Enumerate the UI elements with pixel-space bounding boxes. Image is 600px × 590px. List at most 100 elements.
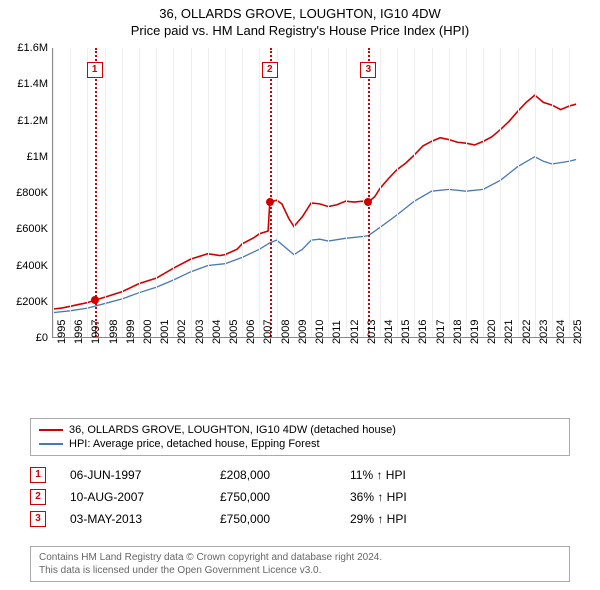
y-axis-label: £1.4M: [17, 78, 48, 90]
y-axis-label: £1M: [27, 151, 48, 163]
legend-label: HPI: Average price, detached house, Eppi…: [69, 438, 320, 450]
legend-swatch: [39, 443, 63, 445]
sale-row: 3 03-MAY-2013 £750,000 29% ↑ HPI: [30, 508, 570, 530]
x-axis-label: 2023: [538, 320, 550, 344]
x-axis-label: 2014: [383, 320, 395, 344]
gridline: [277, 48, 278, 337]
x-axis-label: 1995: [56, 320, 68, 344]
x-axis-label: 1996: [73, 320, 85, 344]
sale-marker: 2: [30, 489, 46, 505]
sale-row: 1 06-JUN-1997 £208,000 11% ↑ HPI: [30, 464, 570, 486]
y-axis-label: £0: [36, 332, 48, 344]
chart-container: 36, OLLARDS GROVE, LOUGHTON, IG10 4DW Pr…: [0, 0, 600, 590]
sale-marker-box: 2: [262, 62, 278, 78]
sale-diff: 11% ↑ HPI: [350, 468, 470, 482]
x-axis-label: 2016: [417, 320, 429, 344]
gridline: [449, 48, 450, 337]
gridline: [380, 48, 381, 337]
chart-title: 36, OLLARDS GROVE, LOUGHTON, IG10 4DW Pr…: [0, 0, 600, 40]
x-axis-label: 2002: [176, 320, 188, 344]
x-axis-label: 2004: [211, 320, 223, 344]
y-axis-label: £800K: [16, 187, 48, 199]
gridline: [569, 48, 570, 337]
legend-row: HPI: Average price, detached house, Eppi…: [39, 437, 561, 451]
x-axis-label: 2025: [572, 320, 584, 344]
x-axis-label: 2010: [314, 320, 326, 344]
x-axis-label: 2020: [486, 320, 498, 344]
x-axis-label: 2003: [194, 320, 206, 344]
chart-lines: [53, 48, 583, 338]
gridline: [414, 48, 415, 337]
x-axis-label: 2018: [452, 320, 464, 344]
x-axis-label: 2008: [280, 320, 292, 344]
sale-vline: [95, 48, 97, 337]
sale-price: £750,000: [220, 490, 350, 504]
sale-dot: [91, 296, 99, 304]
sale-marker: 3: [30, 511, 46, 527]
sale-marker-box: 3: [360, 62, 376, 78]
y-axis-label: £400K: [16, 260, 48, 272]
gridline: [242, 48, 243, 337]
sale-diff: 29% ↑ HPI: [350, 512, 470, 526]
title-line1: 36, OLLARDS GROVE, LOUGHTON, IG10 4DW: [159, 6, 441, 21]
gridline: [518, 48, 519, 337]
sale-dot: [364, 198, 372, 206]
x-axis-label: 2006: [245, 320, 257, 344]
footer-attribution: Contains HM Land Registry data © Crown c…: [30, 546, 570, 582]
gridline: [294, 48, 295, 337]
x-axis-label: 1998: [108, 320, 120, 344]
legend-label: 36, OLLARDS GROVE, LOUGHTON, IG10 4DW (d…: [69, 424, 396, 436]
x-axis-label: 2001: [159, 320, 171, 344]
x-axis-label: 2007: [262, 320, 274, 344]
y-axis-label: £200K: [16, 296, 48, 308]
gridline: [397, 48, 398, 337]
gridline: [483, 48, 484, 337]
y-axis-label: £600K: [16, 223, 48, 235]
sale-dot: [266, 198, 274, 206]
gridline: [122, 48, 123, 337]
y-axis-label: £1.6M: [17, 42, 48, 54]
gridline: [87, 48, 88, 337]
sale-marker-box: 1: [87, 62, 103, 78]
sale-diff: 36% ↑ HPI: [350, 490, 470, 504]
gridline: [259, 48, 260, 337]
gridline: [466, 48, 467, 337]
gridline: [208, 48, 209, 337]
legend-row: 36, OLLARDS GROVE, LOUGHTON, IG10 4DW (d…: [39, 423, 561, 437]
sale-vline: [270, 48, 272, 337]
x-axis-label: 2012: [349, 320, 361, 344]
x-axis-label: 2024: [555, 320, 567, 344]
gridline: [311, 48, 312, 337]
x-axis-label: 2005: [228, 320, 240, 344]
x-axis-label: 1997: [90, 320, 102, 344]
gridline: [156, 48, 157, 337]
x-axis-label: 2009: [297, 320, 309, 344]
gridline: [70, 48, 71, 337]
gridline: [346, 48, 347, 337]
gridline: [500, 48, 501, 337]
gridline: [552, 48, 553, 337]
sales-table: 1 06-JUN-1997 £208,000 11% ↑ HPI 2 10-AU…: [30, 464, 570, 530]
sale-date: 06-JUN-1997: [70, 468, 220, 482]
gridline: [328, 48, 329, 337]
title-line2: Price paid vs. HM Land Registry's House …: [131, 23, 469, 38]
series-hpi: [53, 157, 576, 313]
footer-line1: Contains HM Land Registry data © Crown c…: [39, 552, 382, 563]
footer-line2: This data is licensed under the Open Gov…: [39, 565, 321, 576]
chart-area: 123 £0£200K£400K£600K£800K£1M£1.2M£1.4M£…: [52, 48, 582, 368]
gridline: [53, 48, 54, 337]
legend: 36, OLLARDS GROVE, LOUGHTON, IG10 4DW (d…: [30, 418, 570, 456]
sale-marker: 1: [30, 467, 46, 483]
series-price_paid: [53, 95, 576, 309]
gridline: [191, 48, 192, 337]
gridline: [173, 48, 174, 337]
x-axis-label: 2011: [331, 320, 343, 344]
x-axis-label: 2000: [142, 320, 154, 344]
gridline: [363, 48, 364, 337]
x-axis-label: 2013: [366, 320, 378, 344]
x-axis-label: 2015: [400, 320, 412, 344]
gridline: [105, 48, 106, 337]
sale-date: 10-AUG-2007: [70, 490, 220, 504]
sale-vline: [368, 48, 370, 337]
y-axis-label: £1.2M: [17, 115, 48, 127]
